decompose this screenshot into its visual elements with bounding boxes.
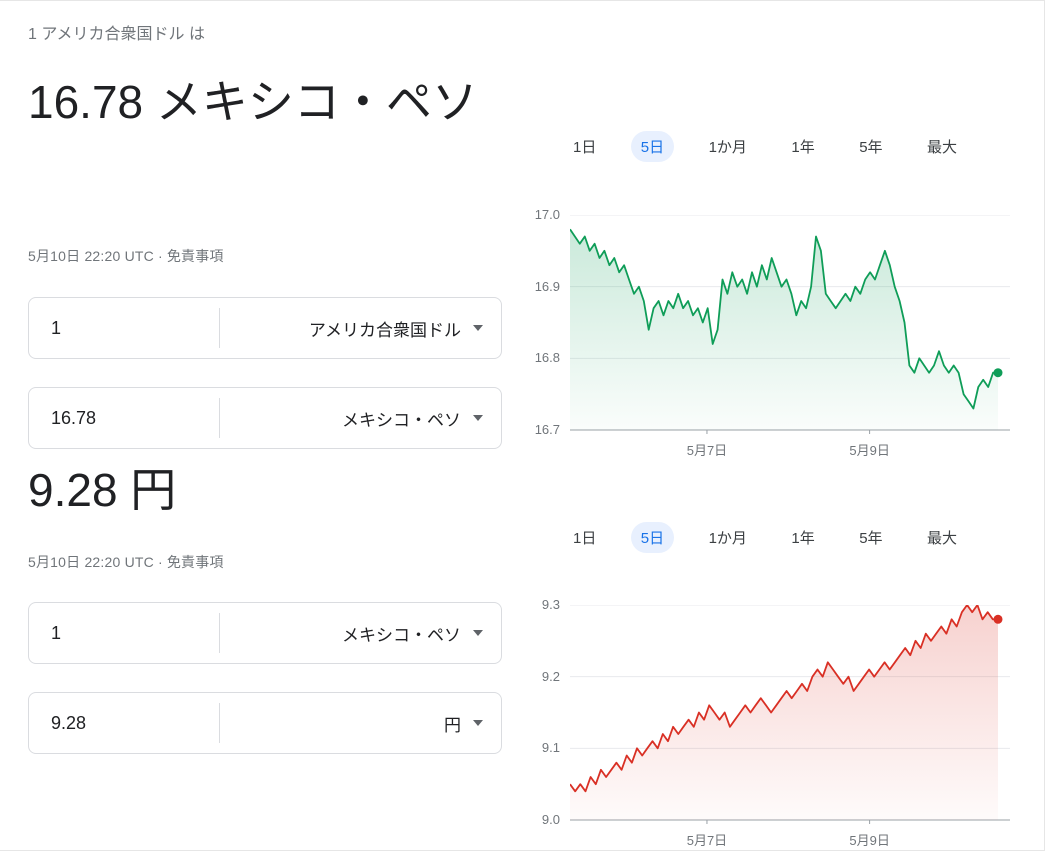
range-tab-5day[interactable]: 5日: [630, 522, 675, 553]
currency-select-usd[interactable]: アメリカ合衆国ドル: [220, 316, 501, 341]
currency-label: メキシコ・ペソ: [342, 625, 461, 645]
y-axis-label: 16.9: [534, 278, 560, 294]
page-border-top: [0, 0, 1045, 1]
y-axis-label: 17.0: [534, 207, 560, 222]
disclaimer-link[interactable]: 免責事項: [166, 554, 224, 570]
conversion-result-mxn-jpy: 9.28 円: [28, 464, 177, 516]
y-axis-label: 16.8: [534, 350, 560, 366]
chart1-range-tabs: 1日 5日 1か月 1年 5年 最大: [563, 131, 967, 162]
x-axis-label: 5月9日: [849, 443, 890, 458]
x-axis-label: 5月9日: [849, 833, 890, 848]
timestamp-text: 5月10日 22:20 UTC: [28, 554, 154, 570]
input-divider: [219, 703, 220, 743]
y-axis-label: 9.2: [541, 668, 560, 684]
usd-mxn-chart[interactable]: 17.0 16.9 16.8 16.7 5月7日 5月9日: [510, 205, 1045, 471]
amount-input-jpy[interactable]: [29, 712, 219, 734]
amount-row-mxn: メキシコ・ペソ: [28, 387, 502, 449]
timestamp-separator: ·: [157, 248, 163, 264]
range-tab-5year[interactable]: 5年: [859, 139, 883, 156]
range-tab-5year[interactable]: 5年: [859, 530, 883, 547]
amount-input-usd[interactable]: [29, 317, 219, 339]
x-axis-label: 5月7日: [686, 443, 728, 458]
rate-timestamp-2: 5月10日 22:20 UTC · 免責事項: [28, 552, 224, 572]
conversion-result-usd-mxn: 16.78 メキシコ・ペソ: [28, 76, 478, 128]
range-tab-1day[interactable]: 1日: [573, 139, 597, 156]
amount-input-mxn2[interactable]: [29, 622, 219, 644]
range-tab-1year[interactable]: 1年: [791, 139, 815, 156]
y-axis-label: 9.1: [541, 740, 560, 756]
currency-label: アメリカ合衆国ドル: [308, 320, 461, 340]
range-tab-1month[interactable]: 1か月: [708, 139, 747, 156]
amount-row-mxn2: メキシコ・ペソ: [28, 602, 502, 664]
input-divider: [219, 613, 220, 653]
timestamp-separator: ·: [157, 554, 163, 570]
dropdown-arrow-icon: [473, 720, 483, 726]
amount-row-usd: アメリカ合衆国ドル: [28, 297, 502, 359]
y-axis-label: 9.3: [541, 597, 560, 612]
chart-plot-area[interactable]: [569, 214, 1010, 436]
x-axis-label: 5月7日: [686, 833, 728, 848]
rate-timestamp-1: 5月10日 22:20 UTC · 免責事項: [28, 246, 224, 266]
dropdown-arrow-icon: [473, 325, 483, 331]
currency-select-mxn[interactable]: メキシコ・ペソ: [220, 406, 501, 431]
range-tab-1year[interactable]: 1年: [791, 530, 815, 547]
amount-row-jpy: 円: [28, 692, 502, 754]
currency-select-jpy[interactable]: 円: [220, 711, 501, 736]
input-divider: [219, 308, 220, 348]
timestamp-text: 5月10日 22:20 UTC: [28, 248, 154, 264]
currency-select-mxn2[interactable]: メキシコ・ペソ: [220, 621, 501, 646]
amount-input-mxn[interactable]: [29, 407, 219, 429]
chart-plot-area[interactable]: [569, 604, 1010, 826]
disclaimer-link[interactable]: 免責事項: [166, 248, 224, 264]
currency-label: メキシコ・ペソ: [342, 410, 461, 430]
range-tab-max[interactable]: 最大: [926, 530, 957, 547]
currency-label: 円: [444, 715, 461, 735]
dropdown-arrow-icon: [473, 415, 483, 421]
range-tab-1day[interactable]: 1日: [573, 530, 597, 547]
y-axis-label: 9.0: [541, 812, 560, 827]
y-axis-label: 16.7: [534, 422, 560, 437]
dropdown-arrow-icon: [473, 630, 483, 636]
range-tab-1month[interactable]: 1か月: [708, 530, 747, 547]
chart2-range-tabs: 1日 5日 1か月 1年 5年 最大: [563, 522, 967, 553]
conversion-lead-text: 1 アメリカ合衆国ドル は: [28, 26, 205, 43]
range-tab-max[interactable]: 最大: [926, 139, 957, 156]
input-divider: [219, 398, 220, 438]
mxn-jpy-chart[interactable]: 9.3 9.2 9.1 9.0 5月7日 5月9日: [510, 595, 1045, 851]
range-tab-5day[interactable]: 5日: [630, 131, 675, 162]
